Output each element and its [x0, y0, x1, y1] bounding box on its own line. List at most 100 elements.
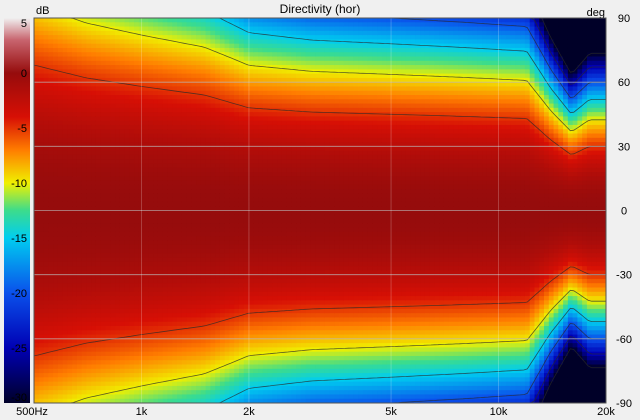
heatmap-cell: [191, 150, 197, 156]
heatmap-cell: [172, 210, 178, 216]
heatmap-cell: [57, 22, 64, 28]
heatmap-cell: [62, 116, 68, 122]
heatmap-cell: [157, 18, 164, 23]
heatmap-cell: [205, 377, 211, 383]
heatmap-cell: [296, 103, 302, 109]
heatmap-cell: [157, 193, 164, 199]
heatmap-cell: [172, 223, 178, 229]
heatmap-cell: [272, 390, 278, 396]
heatmap-cell: [72, 257, 78, 263]
heatmap-cell: [57, 124, 64, 130]
heatmap-cell: [153, 390, 159, 396]
heatmap-cell: [105, 65, 111, 70]
heatmap-cell: [267, 214, 273, 220]
heatmap-cell: [224, 330, 231, 336]
heatmap-cell: [210, 373, 216, 378]
heatmap-cell: [196, 296, 202, 301]
heatmap-cell: [186, 52, 192, 58]
heatmap-cell: [267, 22, 273, 28]
heatmap-cell: [110, 270, 116, 276]
heatmap-cell: [219, 398, 226, 403]
heatmap-cell: [243, 176, 250, 182]
heatmap-cell: [181, 347, 188, 353]
heatmap-cell: [267, 189, 273, 194]
heatmap-cell: [191, 107, 197, 113]
heatmap-cell: [167, 326, 173, 331]
heatmap-cell: [267, 146, 273, 152]
heatmap-cell: [205, 270, 211, 276]
heatmap-cell: [57, 163, 64, 169]
heatmap-cell: [43, 82, 49, 88]
heatmap-cell: [148, 142, 154, 147]
heatmap-cell: [91, 129, 97, 135]
heatmap-cell: [95, 73, 102, 79]
heatmap-cell: [162, 351, 169, 357]
heatmap-cell: [262, 60, 269, 66]
heatmap-cell: [162, 120, 169, 126]
heatmap-cell: [72, 355, 78, 361]
heatmap-cell: [72, 291, 78, 297]
heatmap-cell: [48, 287, 54, 293]
heatmap-cell: [34, 163, 40, 169]
heatmap-cell: [129, 22, 135, 28]
heatmap-cell: [72, 103, 78, 109]
heatmap-cell: [119, 236, 126, 242]
heatmap-cell: [262, 330, 269, 336]
heatmap-cell: [253, 112, 259, 117]
heatmap-cell: [34, 343, 40, 348]
heatmap-cell: [43, 249, 49, 254]
heatmap-cell: [277, 30, 283, 36]
heatmap-cell: [67, 296, 73, 301]
heatmap-cell: [272, 368, 278, 374]
heatmap-cell: [43, 206, 49, 212]
heatmap-cell: [219, 381, 226, 387]
heatmap-cell: [76, 99, 83, 105]
heatmap-cell: [34, 73, 40, 79]
heatmap-cell: [91, 300, 97, 306]
heatmap-cell: [281, 373, 288, 378]
heatmap-cell: [191, 321, 197, 327]
heatmap-cell: [281, 360, 288, 366]
heatmap-cell: [172, 167, 178, 173]
heatmap-cell: [196, 244, 202, 250]
heatmap-cell: [196, 343, 202, 348]
heatmap-cell: [38, 95, 45, 100]
heatmap-cell: [200, 176, 207, 182]
heatmap-cell: [134, 99, 140, 105]
heatmap-cell: [38, 142, 45, 147]
heatmap-cell: [167, 330, 173, 336]
heatmap-cell: [262, 227, 269, 233]
heatmap-cell: [205, 390, 211, 396]
heatmap-cell: [186, 133, 192, 139]
heatmap-cell: [238, 253, 245, 259]
heatmap-cell: [57, 231, 64, 237]
heatmap-cell: [186, 56, 192, 62]
heatmap-cell: [138, 99, 145, 105]
heatmap-cell: [129, 90, 135, 96]
heatmap-cell: [291, 296, 297, 301]
heatmap-cell: [296, 69, 302, 75]
heatmap-cell: [224, 95, 231, 100]
heatmap-cell: [48, 142, 54, 147]
heatmap-cell: [281, 69, 288, 75]
heatmap-cell: [162, 283, 169, 289]
heatmap-cell: [48, 176, 54, 182]
heatmap-cell: [138, 355, 145, 361]
heatmap-cell: [95, 326, 102, 331]
heatmap-cell: [138, 368, 145, 374]
heatmap-cell: [281, 18, 288, 23]
heatmap-cell: [43, 163, 49, 169]
heatmap-cell: [72, 360, 78, 366]
heatmap-cell: [72, 180, 78, 186]
heatmap-cell: [267, 129, 273, 135]
heatmap-cell: [76, 197, 83, 203]
heatmap-cell: [258, 159, 264, 165]
heatmap-cell: [219, 26, 226, 32]
heatmap-cell: [67, 65, 73, 70]
heatmap-cell: [272, 394, 278, 400]
heatmap-cell: [277, 338, 283, 344]
heatmap-cell: [196, 52, 202, 58]
heatmap-cell: [277, 159, 283, 165]
heatmap-cell: [196, 364, 202, 370]
heatmap-cell: [234, 69, 240, 75]
